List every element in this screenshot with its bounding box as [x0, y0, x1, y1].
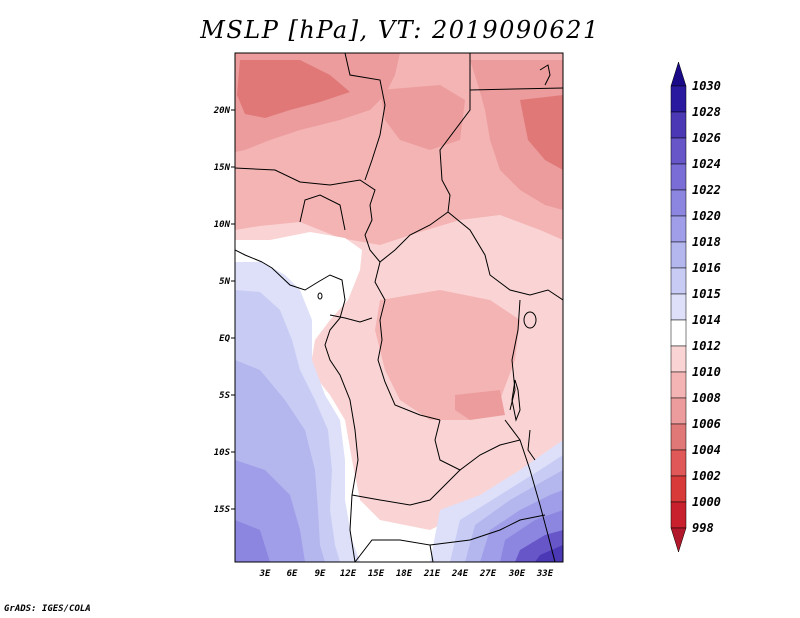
border-sinai	[539, 64, 551, 86]
lat-label: EQ	[219, 334, 230, 344]
colorbar-box	[670, 241, 687, 269]
border-cameroon	[299, 194, 346, 231]
lon-label: 6E	[287, 569, 298, 579]
colorbar-box	[670, 111, 687, 139]
border-east	[509, 299, 521, 411]
colorbar-box	[670, 85, 687, 113]
lon-axis: 3E 6E 9E 12E 15E 18E 21E 24E 27E 30E 33E	[259, 569, 554, 579]
colorbar-label: 1015	[692, 287, 721, 301]
lon-label: 24E	[451, 569, 469, 579]
border-chad-sudan	[379, 53, 471, 263]
lon-label: 27E	[479, 569, 497, 579]
colorbar-min-triangle	[670, 527, 687, 553]
lat-axis: 20N 15N 10N 5N EQ 5S 10S 15S	[213, 106, 235, 515]
colorbar-box	[670, 163, 687, 191]
grads-credit: GrADS: IGES/COLA	[4, 604, 91, 614]
border-zimbabwe	[429, 514, 546, 546]
map-frame	[234, 52, 564, 563]
colorbar-box	[670, 345, 687, 373]
field-1028-se	[535, 545, 563, 562]
colorbar-max-triangle	[670, 61, 687, 87]
colorbar-label: 1010	[692, 365, 721, 379]
colorbar-label: 1014	[692, 313, 721, 327]
field-1006-nw	[237, 60, 350, 118]
lat-label: 5S	[219, 391, 230, 401]
border-central	[235, 167, 441, 421]
border-gabon	[329, 314, 373, 323]
border-mozambique	[504, 419, 556, 562]
country-borders	[235, 53, 563, 562]
lon-label: 33E	[536, 569, 554, 579]
coastline	[261, 261, 359, 562]
lat-label: 10S	[214, 448, 231, 458]
lon-label: 3E	[259, 569, 271, 579]
lakes	[317, 292, 537, 461]
colorbar-label: 1016	[692, 261, 721, 275]
lake-malawi	[527, 429, 536, 461]
field-1006-ne	[520, 95, 563, 170]
field-1008-c	[380, 85, 465, 150]
colorbar-label: 1008	[692, 391, 721, 405]
colorbar-label: 1030	[692, 79, 721, 93]
colorbar-box	[670, 319, 687, 347]
border-north	[344, 53, 386, 181]
border-angola-south	[351, 469, 461, 506]
lon-label: 12E	[340, 569, 357, 579]
colorbar-label: 1006	[692, 417, 721, 431]
border-namibia	[354, 539, 434, 562]
colorbar-box	[670, 293, 687, 321]
colorbar-label: 1026	[692, 131, 721, 145]
colorbar-box	[670, 475, 687, 503]
colorbar-label: 1000	[692, 495, 721, 509]
lon-label: 21E	[423, 569, 441, 579]
border-south-sudan	[447, 211, 563, 301]
colorbar-label: 1022	[692, 183, 721, 197]
colorbar-box	[670, 267, 687, 295]
lon-label: 18E	[396, 569, 413, 579]
colorbar-box	[670, 397, 687, 425]
colorbar-box	[670, 189, 687, 217]
lon-label: 15E	[368, 569, 385, 579]
colorbar-box	[670, 215, 687, 243]
colorbar-label: 1020	[692, 209, 721, 223]
colorbar-label: 998	[692, 521, 714, 535]
lat-label: 10N	[214, 220, 231, 230]
lat-label: 5N	[219, 277, 230, 287]
colorbar-box	[670, 423, 687, 451]
colorbar-label: 1004	[692, 443, 721, 457]
lat-label: 15N	[214, 163, 231, 173]
colorbar: 1030 1028 1026 1024 1022 1020 1018 1016 1015 1014…	[670, 61, 721, 553]
field-1022-w	[235, 520, 270, 562]
lake-bioko	[317, 292, 323, 300]
colorbar-box	[670, 501, 687, 529]
colorbar-box	[670, 449, 687, 477]
colorbar-box	[670, 371, 687, 399]
map-title: MSLP [hPa], VT: 2019090621	[200, 16, 600, 44]
colorbar-label: 1024	[692, 157, 721, 171]
lake-victoria	[523, 311, 537, 329]
border-nigeria-coast	[235, 249, 263, 263]
field-1008-basin	[455, 390, 505, 420]
colorbar-label: 1012	[692, 339, 721, 353]
lat-label: 15S	[214, 505, 231, 515]
lon-label: 30E	[508, 569, 526, 579]
lake-tanganyika	[511, 379, 521, 422]
lat-label: 20N	[213, 106, 231, 116]
colorbar-label: 1018	[692, 235, 721, 249]
field-1008-ne	[470, 60, 563, 210]
border-egypt	[469, 87, 563, 91]
lon-label: 9E	[315, 569, 326, 579]
field-1010-basin	[375, 290, 520, 420]
pressure-field	[235, 53, 563, 562]
colorbar-label: 1002	[692, 469, 721, 483]
colorbar-box	[670, 137, 687, 165]
colorbar-label: 1028	[692, 105, 721, 119]
